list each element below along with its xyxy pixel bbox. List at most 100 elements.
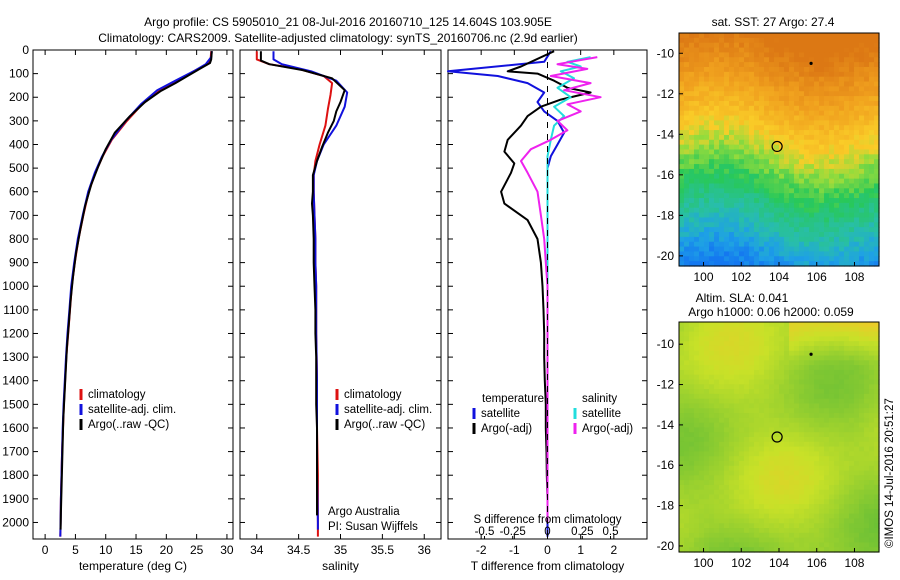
sla-map-cell (784, 523, 790, 529)
sla-map-cell (814, 475, 820, 481)
sla-map-cell (824, 432, 830, 438)
sla-map-cell (744, 480, 750, 486)
sla-map-cell (754, 465, 760, 472)
sla-map-cell (679, 475, 685, 481)
sst-map-cell (874, 66, 880, 73)
sla-map-xtick-label: 102 (731, 556, 751, 570)
sst-map-cell (724, 96, 730, 102)
sst-map-cell (749, 96, 755, 102)
sst-map-cell (809, 202, 815, 209)
sst-map-cell (709, 105, 715, 112)
sla-map-cell (789, 341, 795, 347)
sla-map-cell (864, 480, 870, 486)
sst-map-cell (814, 246, 820, 253)
sla-map-cell (849, 374, 855, 381)
sla-map-cell (679, 369, 685, 376)
sst-map-cell (779, 110, 785, 117)
sla-map-cell (829, 456, 835, 462)
sla-map-cell (734, 542, 740, 548)
sst-map-cell (724, 81, 730, 87)
sla-map-cell (709, 508, 715, 515)
sla-map-cell (844, 408, 850, 414)
sst-map-cell (774, 115, 780, 121)
sla-map-cell (729, 494, 735, 500)
sst-map-cell (829, 71, 835, 78)
sla-map-cell (689, 336, 695, 342)
sst-map-cell (869, 105, 875, 112)
sst-map-cell (774, 81, 780, 87)
sla-map-cell (679, 398, 685, 405)
sla-map-cell (799, 331, 805, 337)
sst-map-cell (754, 154, 760, 160)
sst-map-cell (834, 130, 840, 136)
sst-map-cell (829, 120, 835, 126)
sla-map-cell (729, 326, 735, 333)
sst-map-cell (759, 120, 765, 126)
sst-map-cell (844, 144, 850, 151)
sst-map-cell (839, 188, 845, 194)
sla-map-cell (829, 360, 835, 366)
sla-map-cell (839, 384, 845, 390)
sla-map-cell (744, 456, 750, 462)
sla-map-cell (804, 389, 810, 395)
sst-map-cell (724, 149, 730, 155)
sla-map-cell (844, 326, 850, 333)
sla-map-cell (729, 446, 735, 452)
sla-map-cell (814, 369, 820, 376)
sla-map-cell (799, 465, 805, 472)
sst-map-cell (829, 164, 835, 170)
sst-map-cell (684, 81, 690, 87)
sst-map-cell (839, 66, 845, 73)
sst-map-cell (739, 144, 745, 151)
sst-map-cell (769, 256, 775, 262)
sst-map-cell (744, 246, 750, 253)
sla-map-cell (699, 489, 705, 496)
sst-map-cell (869, 188, 875, 194)
sst-map-cell (769, 232, 775, 238)
sla-map-cell (749, 465, 755, 472)
sst-map-cell (719, 198, 725, 204)
sla-map-cell (779, 408, 785, 414)
sla-map-cell (864, 398, 870, 405)
sst-map-cell (819, 198, 825, 204)
sst-map-cell (724, 33, 730, 39)
sla-map-cell (784, 413, 790, 419)
sla-map-cell (849, 504, 855, 510)
sla-map-cell (834, 341, 840, 347)
sst-map-cell (814, 217, 820, 223)
sst-map-cell (859, 52, 865, 58)
sla-map-cell (694, 547, 700, 553)
sla-map-cell (714, 456, 720, 462)
sst-map-cell (809, 149, 815, 155)
sla-map-cell (734, 326, 740, 333)
sla-map-cell (849, 350, 855, 357)
sla-map-cell (799, 379, 805, 385)
sst-map-cell (829, 91, 835, 97)
sst-map-cell (694, 236, 700, 243)
sst-map-cell (714, 217, 720, 223)
sla-map-cell (699, 494, 705, 500)
sla-map-cell (849, 489, 855, 496)
sst-map-cell (839, 251, 845, 257)
sal-legend-label: satellite-adj. clim. (344, 404, 432, 416)
sla-map-cell (724, 384, 730, 390)
sla-map-cell (784, 451, 790, 457)
sla-map-cell (869, 365, 875, 371)
sla-map-cell (744, 460, 750, 467)
sla-map-cell (849, 413, 855, 419)
sst-map-cell (784, 96, 790, 102)
sst-map-cell (729, 144, 735, 151)
sla-map-cell (874, 547, 880, 553)
sst-map-cell (714, 168, 720, 175)
sla-map-cell (679, 355, 685, 361)
sla-map-cell (864, 484, 870, 491)
sla-map-cell (779, 355, 785, 361)
sst-map-cell (859, 227, 865, 233)
sla-map-cell (764, 470, 770, 476)
sst-map-cell (719, 81, 725, 87)
sla-map-cell (874, 413, 880, 419)
sla-map-cell (849, 369, 855, 376)
sst-map-cell (739, 57, 745, 63)
sst-map-cell (724, 217, 730, 223)
sla-map-cell (754, 508, 760, 515)
